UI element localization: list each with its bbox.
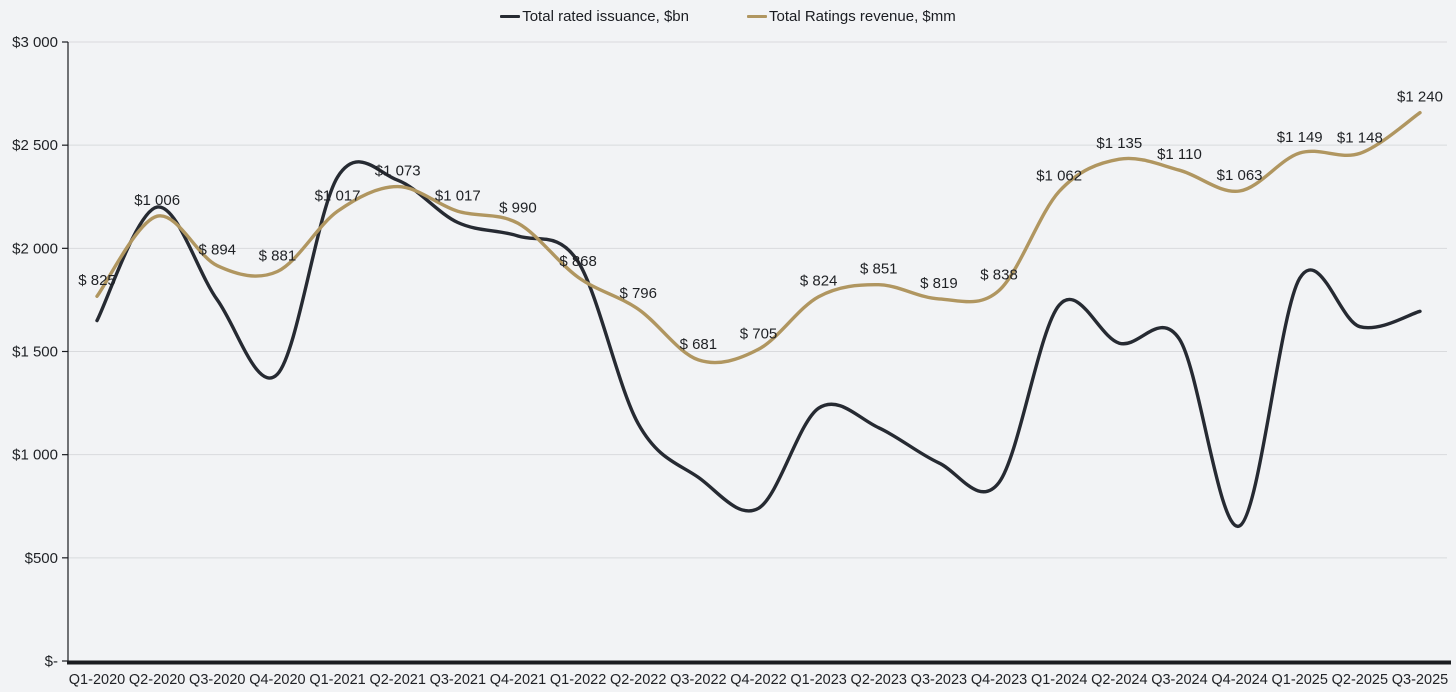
x-axis-tick-label: Q4-2020	[249, 672, 305, 688]
x-axis-tick-label: Q3-2024	[1151, 672, 1207, 688]
x-axis-tick-label: Q4-2022	[730, 672, 786, 688]
revenue-data-label: $ 825	[78, 272, 116, 289]
x-axis-tick-label: Q2-2023	[851, 672, 907, 688]
revenue-data-label: $1 148	[1337, 129, 1383, 146]
x-axis-tick-label: Q2-2022	[610, 672, 666, 688]
revenue-data-label: $ 819	[920, 275, 958, 292]
x-axis-tick-label: Q1-2021	[309, 672, 365, 688]
revenue-data-label: $1 006	[134, 192, 180, 209]
legend-label-revenue: Total Ratings revenue, $mm	[769, 8, 956, 25]
x-axis-tick-label: Q1-2020	[69, 672, 125, 688]
revenue-data-label: $1 149	[1277, 129, 1323, 146]
x-axis-tick-label: Q3-2022	[670, 672, 726, 688]
x-axis-tick-label: Q3-2021	[430, 672, 486, 688]
revenue-data-label: $ 881	[259, 247, 297, 264]
chart-legend: Total rated issuance, $bn Total Ratings …	[0, 8, 1456, 25]
x-axis-tick-label: Q2-2021	[369, 672, 425, 688]
x-axis-tick-label: Q2-2020	[129, 672, 185, 688]
x-axis-tick-label: Q3-2023	[911, 672, 967, 688]
revenue-data-label: $ 824	[800, 273, 838, 290]
revenue-data-label: $1 063	[1217, 167, 1263, 184]
x-axis-tick-label: Q3-2025	[1392, 672, 1448, 688]
revenue-data-label: $ 681	[680, 336, 718, 353]
y-axis-tick-label: $500	[25, 550, 58, 567]
revenue-line	[95, 111, 1422, 365]
revenue-data-label: $1 073	[375, 163, 421, 180]
revenue-data-label: $ 796	[619, 285, 657, 302]
revenue-data-label: $1 240	[1397, 89, 1443, 106]
revenue-data-label: $1 017	[315, 187, 361, 204]
x-axis-tick-label: Q4-2024	[1211, 672, 1267, 688]
x-axis-tick-label: Q4-2023	[971, 672, 1027, 688]
y-axis-tick-label: $1 000	[12, 447, 58, 464]
y-axis-tick-label: $-	[45, 653, 58, 670]
revenue-data-label: $ 851	[860, 261, 898, 278]
revenue-data-label: $1 110	[1157, 146, 1202, 163]
x-axis-tick-label: Q1-2022	[550, 672, 606, 688]
issuance-line	[95, 160, 1422, 528]
x-axis-tick-label: Q4-2021	[490, 672, 546, 688]
issuance-line-swatch-icon	[500, 15, 521, 18]
x-axis-tick-label: Q1-2023	[790, 672, 846, 688]
y-axis-tick-label: $3 000	[12, 34, 58, 51]
y-axis-tick-label: $1 500	[12, 344, 58, 361]
revenue-data-label: $ 705	[740, 325, 778, 342]
x-axis-tick-label: Q1-2024	[1031, 672, 1087, 688]
legend-item-revenue: Total Ratings revenue, $mm	[747, 8, 956, 25]
x-axis-tick-label: Q2-2024	[1091, 672, 1147, 688]
x-axis-tick-label: Q3-2020	[189, 672, 245, 688]
revenue-data-label: $1 017	[435, 187, 481, 204]
legend-label-issuance: Total rated issuance, $bn	[522, 8, 689, 25]
revenue-data-label: $1 062	[1036, 167, 1082, 184]
revenue-data-label: $ 838	[980, 266, 1018, 283]
revenue-data-label: $1 135	[1096, 135, 1142, 152]
revenue-data-label: $ 990	[499, 199, 537, 216]
x-axis-tick-label: Q2-2025	[1332, 672, 1388, 688]
revenue-data-label: $ 894	[198, 242, 236, 259]
x-axis-tick-label: Q1-2025	[1272, 672, 1328, 688]
y-axis-tick-label: $2 000	[12, 240, 58, 257]
legend-item-issuance: Total rated issuance, $bn	[500, 8, 689, 25]
revenue-data-label: $ 868	[559, 253, 597, 270]
y-axis-tick-label: $2 500	[12, 137, 58, 154]
revenue-line-swatch-icon	[747, 15, 767, 18]
